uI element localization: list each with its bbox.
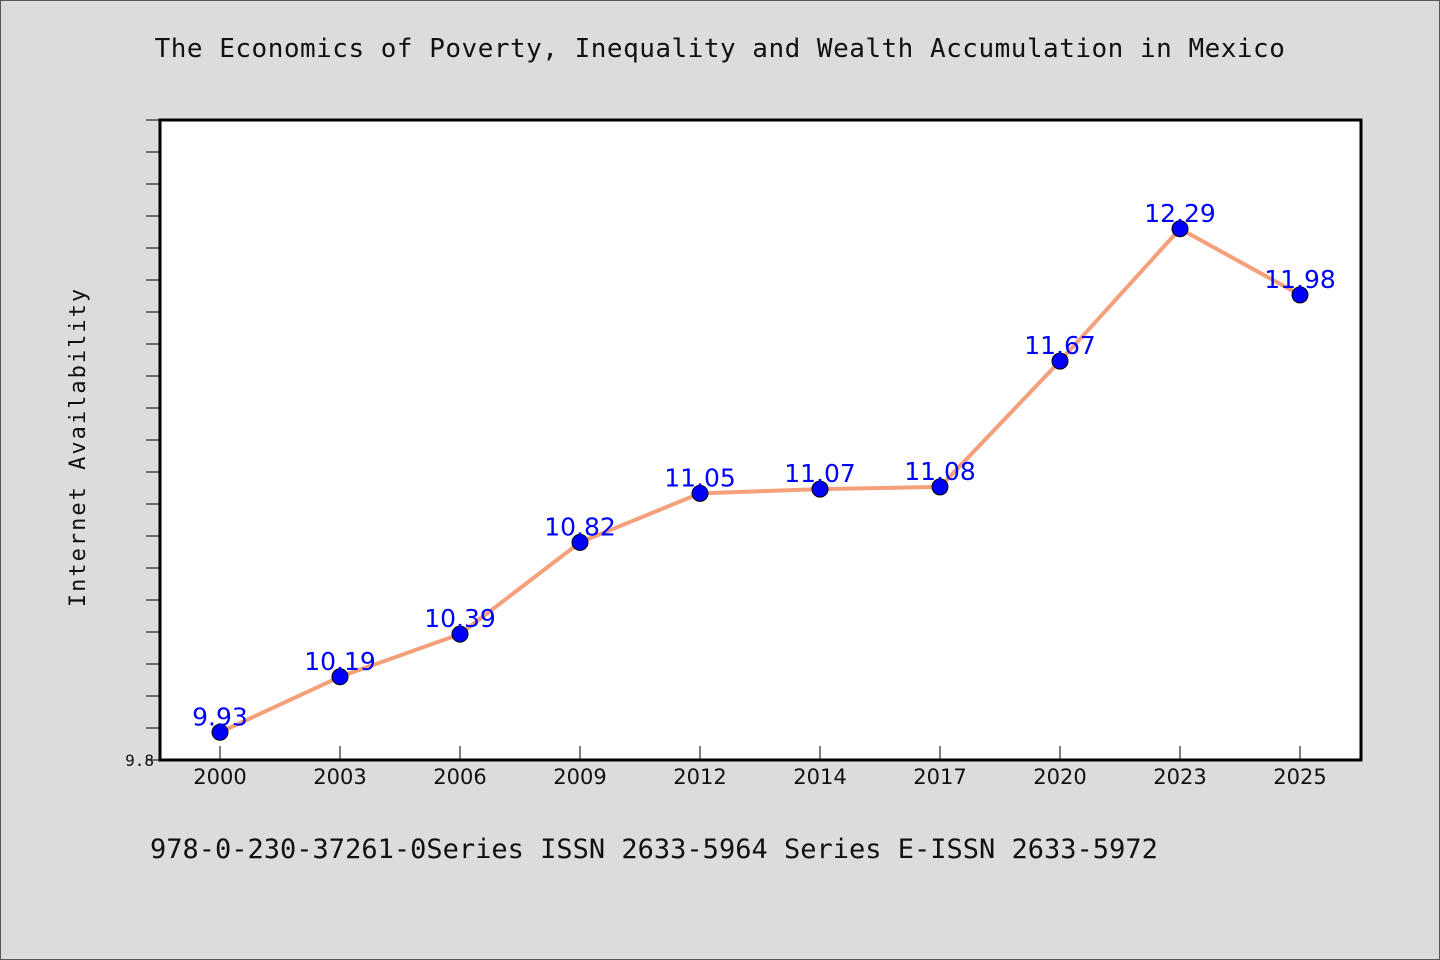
x-tick-label: 2006 [433,765,486,789]
data-label: 11.67 [1024,331,1096,360]
x-tick-label: 2009 [553,765,606,789]
data-point [571,533,589,551]
data-label: 10.39 [424,604,496,633]
x-tick-label: 2000 [193,765,246,789]
data-label: 11.07 [784,459,856,488]
data-label: 10.19 [304,647,376,676]
y-axis-ticks: 9.8 [125,119,160,770]
isbn-footer: 978-0-230-37261-0Series ISSN 2633-5964 S… [150,834,1158,865]
series-line [218,226,1302,735]
data-point [1291,286,1309,304]
data-point [931,478,949,496]
data-label: 9.93 [192,702,248,731]
x-tick-label: 2003 [313,765,366,789]
data-label: 12.29 [1144,199,1216,228]
x-tick-label: 2023 [1153,765,1206,789]
y-tick-label: 9.8 [125,751,154,770]
data-point [691,484,709,502]
data-point [451,625,469,643]
data-point [811,480,829,498]
x-tick-label: 2012 [673,765,726,789]
x-axis-ticks: 2000 2003 2006 2009 2012 2014 2017 2020 2023 2025 [193,746,1327,789]
x-tick-label: 2025 [1273,765,1326,789]
plot-area [158,118,1363,762]
data-label: 10.82 [544,512,616,541]
data-points [211,220,1309,741]
data-point [331,668,349,686]
data-label: 11.98 [1264,265,1336,294]
chart-title: The Economics of Poverty, Inequality and… [154,34,1286,64]
data-label: 11.05 [664,463,736,492]
data-point [1051,352,1069,370]
data-labels: 9.93 10.19 10.39 10.82 11.05 11.07 11.08 11.67 1… [192,199,1336,731]
y-axis-label: Internet Availability [66,287,91,607]
data-point [211,723,229,741]
data-point [1171,220,1189,238]
data-label: 11.08 [904,457,976,486]
x-tick-label: 2020 [1033,765,1086,789]
x-tick-label: 2014 [793,765,846,789]
x-tick-label: 2017 [913,765,966,789]
